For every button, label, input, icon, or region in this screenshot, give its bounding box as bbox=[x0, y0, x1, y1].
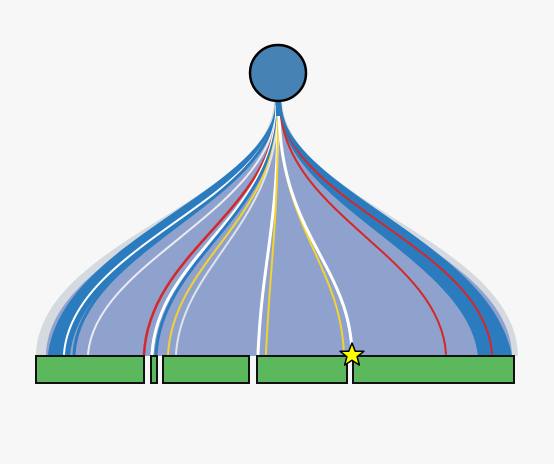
root-node-icon[interactable] bbox=[248, 43, 308, 103]
flow-band-left bbox=[48, 102, 276, 356]
flow-line bbox=[265, 109, 279, 355]
flow-fan bbox=[36, 96, 518, 356]
flow-band-right bbox=[280, 102, 512, 356]
bin-row bbox=[35, 355, 515, 384]
star-icon[interactable] bbox=[339, 342, 365, 366]
bin-3[interactable] bbox=[162, 355, 250, 384]
flow-line bbox=[277, 108, 354, 356]
bin-5[interactable] bbox=[352, 355, 515, 384]
bin-1[interactable] bbox=[35, 355, 145, 384]
root-stem bbox=[276, 96, 281, 116]
flow-line bbox=[175, 107, 279, 355]
flow-line bbox=[154, 104, 280, 356]
flow-line bbox=[72, 102, 279, 356]
bin-4[interactable] bbox=[256, 355, 348, 384]
flow-line bbox=[279, 105, 447, 355]
flow-line bbox=[278, 102, 506, 356]
bin-2[interactable] bbox=[150, 355, 158, 384]
flow-line bbox=[87, 103, 278, 355]
